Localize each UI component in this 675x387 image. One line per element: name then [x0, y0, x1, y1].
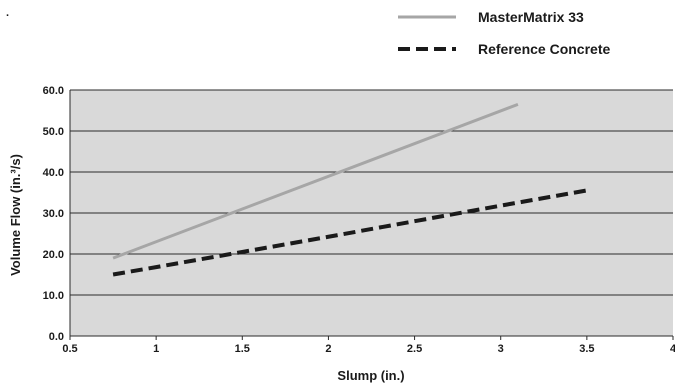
y-tick-label: 40.0	[43, 167, 64, 179]
series-lines	[112, 102, 588, 277]
legend-label-reference: Reference Concrete	[478, 41, 610, 57]
y-tick-label: 10.0	[43, 290, 64, 302]
axes	[69, 90, 674, 340]
y-tick-label: 50.0	[43, 126, 64, 138]
corner-dot: .	[6, 7, 9, 19]
x-tick-label: 1.5	[235, 343, 250, 355]
gridlines	[70, 89, 673, 296]
series-line-reference	[112, 188, 588, 277]
y-tick-label: 30.0	[43, 208, 64, 220]
y-axis-title: Volume Flow (in.³/s)	[8, 154, 23, 276]
y-tick-label: 60.0	[43, 85, 64, 97]
y-tick-labels: 0.0 10.0 20.0 30.0 40.0 50.0 60.0	[43, 85, 64, 343]
x-tick-label: 2.5	[407, 343, 422, 355]
y-tick-label: 20.0	[43, 249, 64, 261]
x-tick-label: 4	[670, 343, 675, 355]
x-tick-label: 0.5	[62, 343, 77, 355]
x-axis-title: Slump (in.)	[337, 368, 404, 383]
x-tick-labels: 0.5 1 1.5 2 2.5 3 3.5 4	[62, 343, 675, 355]
legend-item-reference: Reference Concrete	[398, 41, 610, 57]
x-tick-label: 3.5	[579, 343, 594, 355]
x-tick-label: 3	[498, 343, 504, 355]
legend-label-mastermatrix: MasterMatrix 33	[478, 9, 584, 25]
x-tick-label: 2	[325, 343, 331, 355]
y-tick-label: 0.0	[49, 331, 64, 343]
x-tick-label: 1	[153, 343, 159, 355]
series-line-mastermatrix	[112, 102, 519, 260]
legend-item-mastermatrix: MasterMatrix 33	[398, 9, 584, 25]
legend: MasterMatrix 33 Reference Concrete	[398, 9, 610, 57]
